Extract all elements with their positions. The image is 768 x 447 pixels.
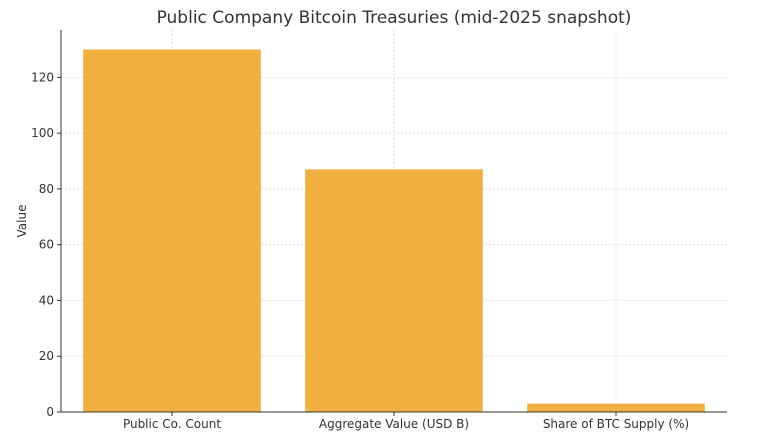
y-tick-label: 60 bbox=[39, 238, 54, 252]
x-tick-label: Share of BTC Supply (%) bbox=[543, 417, 689, 431]
chart-title: Public Company Bitcoin Treasuries (mid-2… bbox=[157, 8, 632, 28]
y-tick-label: 20 bbox=[39, 349, 54, 363]
x-tick-label: Public Co. Count bbox=[123, 417, 221, 431]
bar bbox=[527, 403, 705, 412]
y-axis-label: Value bbox=[15, 205, 29, 238]
y-tick-label: 120 bbox=[31, 70, 54, 84]
x-axis-ticks: Public Co. Count Aggregate Value (USD B) S… bbox=[123, 412, 689, 431]
x-tick-label: Aggregate Value (USD B) bbox=[319, 417, 469, 431]
bar bbox=[305, 169, 483, 412]
bars bbox=[83, 49, 705, 412]
y-axis-ticks: 0 20 40 60 80 100 120 bbox=[31, 70, 61, 419]
bar bbox=[83, 49, 261, 412]
y-tick-label: 80 bbox=[39, 182, 54, 196]
y-tick-label: 0 bbox=[46, 405, 54, 419]
y-tick-label: 40 bbox=[39, 293, 54, 307]
y-tick-label: 100 bbox=[31, 126, 54, 140]
